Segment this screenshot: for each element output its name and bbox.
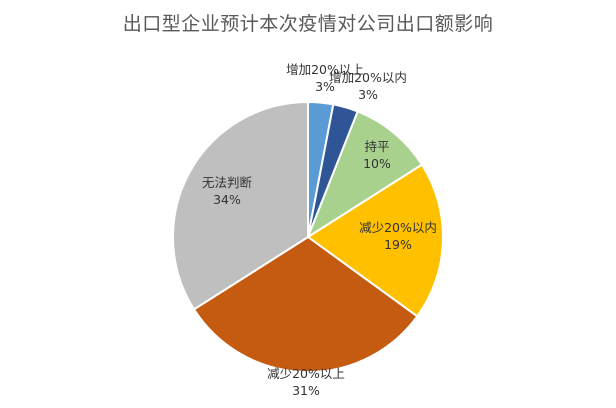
slice-category-label: 增加20%以上 <box>286 62 364 77</box>
slice-category-label: 减少20%以上 <box>267 366 345 381</box>
slice-category-label: 减少20%以内 <box>359 220 437 235</box>
slice-value-label: 19% <box>384 237 412 252</box>
pie-slice <box>305 110 424 240</box>
slice-value-label: 31% <box>292 383 320 398</box>
slice-value-label: 10% <box>363 156 391 171</box>
slice-category-label: 无法判断 <box>202 175 252 190</box>
pie-slice-label: 增加20%以内 3% <box>329 70 407 102</box>
chart-title: 出口型企业预计本次疫情对公司出口额影响 <box>122 13 494 35</box>
slice-category-label: 增加20%以内 <box>329 70 407 85</box>
slice-value-label: 3% <box>358 87 378 102</box>
pie-slice-label: 减少20%以内 19% <box>359 220 437 252</box>
slice-value-label: 3% <box>315 79 335 94</box>
pie-slice <box>172 100 309 311</box>
pie-slice-label: 无法判断 34% <box>202 175 252 207</box>
pie-slice-label: 持平 10% <box>363 139 391 171</box>
slice-value-label: 34% <box>213 192 241 207</box>
pie-slice-label: 减少20%以上 31% <box>267 366 345 398</box>
slice-category-label: 持平 <box>364 139 389 154</box>
pie-slice <box>306 163 444 318</box>
pie-slice <box>192 235 419 373</box>
pie-labels: 增加20%以上 3%增加20%以内 3%持平 10%减少20%以内 19%减少20%以上… <box>202 62 437 398</box>
pie-slice-label: 增加20%以上 3% <box>286 62 364 94</box>
pie-slices <box>172 100 444 373</box>
